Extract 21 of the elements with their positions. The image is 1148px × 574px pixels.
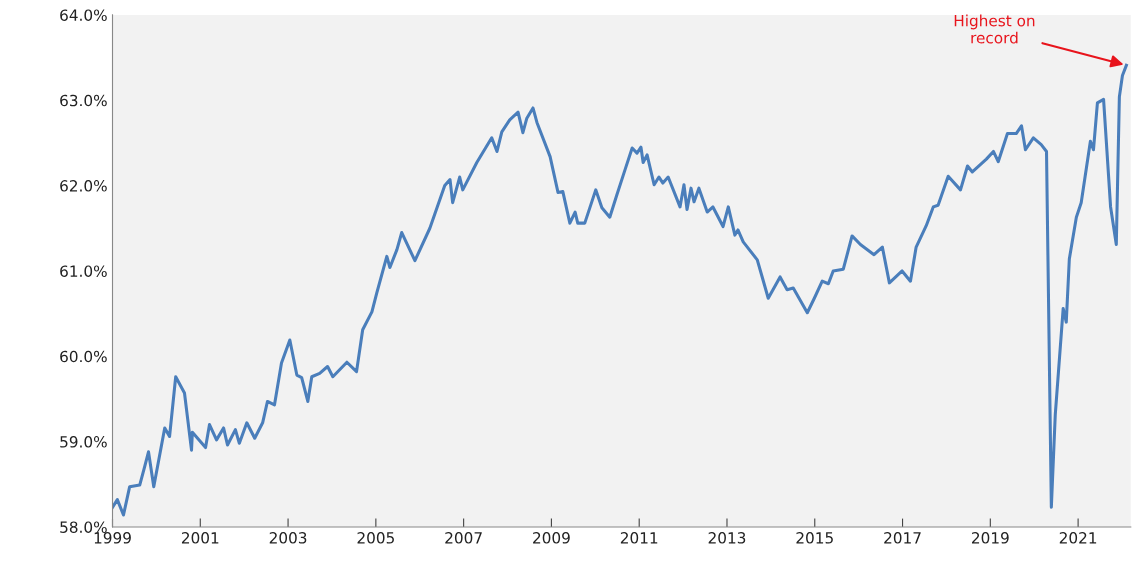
x-tick-label: 2011 <box>620 532 658 544</box>
y-tick-label: 59.0% <box>60 436 107 448</box>
x-tick-label: 2013 <box>708 532 746 544</box>
y-tick-label: 60.0% <box>60 350 107 363</box>
x-tick-label: 2019 <box>972 532 1009 544</box>
x-tick-label: 2009 <box>533 532 570 544</box>
x-tick-label: 2007 <box>445 532 482 544</box>
y-tick-label: 62.0% <box>60 180 107 192</box>
x-tick-label: 1999 <box>94 532 131 544</box>
x-tick-label: 2021 <box>1059 532 1097 544</box>
y-tick-label: 61.0% <box>60 265 107 277</box>
x-tick-label: 2015 <box>796 532 833 544</box>
line-series <box>112 63 1128 517</box>
x-tick-label: 2003 <box>269 532 307 544</box>
x-tick-label: 2005 <box>357 532 394 544</box>
x-tick-label: 2017 <box>884 532 921 544</box>
y-tick-label: 58.0% <box>60 521 107 533</box>
y-tick-label: 64.0% <box>60 9 107 21</box>
y-tick-label: 63.0% <box>60 94 107 107</box>
annotation: Highest on record <box>954 14 1035 44</box>
x-tick-label: 2001 <box>181 532 219 544</box>
